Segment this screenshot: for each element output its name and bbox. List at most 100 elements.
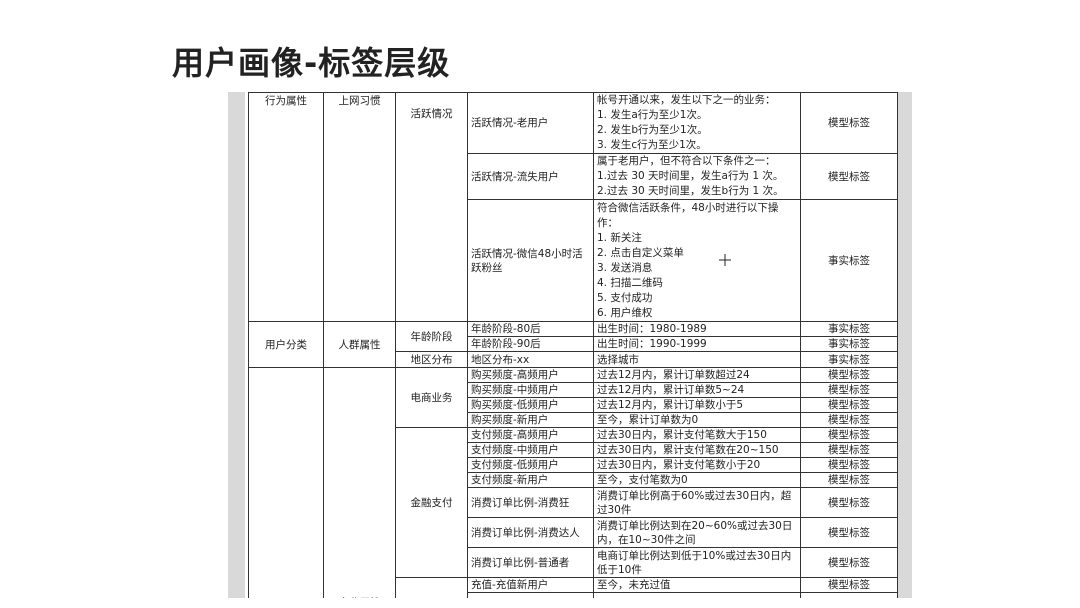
- table-cell: 充值-充值新用户: [467, 577, 594, 593]
- cell-text: 购买频度-低频用户: [471, 399, 559, 411]
- cell-text: 消费订单比例达到在20~60%或过去30日内，在10~30件之间: [597, 519, 793, 546]
- cell-text: 活跃情况-流失用户: [471, 170, 559, 183]
- table-cell: 支付频度-新用户: [467, 472, 594, 488]
- table-cell: 模型标签: [800, 577, 898, 593]
- cell-text: 事实标签: [828, 323, 870, 335]
- table-cell: 年龄阶段: [395, 321, 468, 352]
- table-cell: 模型标签: [800, 442, 898, 458]
- cell-line: 符合微信活跃条件，48小时进行以下操作：: [597, 201, 779, 229]
- cell: [467, 592, 594, 598]
- cell-text: 购买频度-中频用户: [471, 384, 559, 396]
- table-cell: 支付频度-低频用户: [467, 457, 594, 473]
- cell-line: 3. 发生c行为至少1次。: [597, 139, 707, 151]
- cell-text: 年龄阶段: [410, 330, 453, 343]
- cell-line: 1.过去 30 天时间里，发生a行为 1 次。: [597, 170, 784, 182]
- table-cell: 模型标签: [800, 547, 898, 578]
- cell-line: 2.过去 30 天时间里，发生b行为 1 次。: [597, 185, 784, 197]
- cell-text: 出生时间：1980-1989: [597, 323, 707, 335]
- cell-text: 模型标签: [828, 384, 870, 396]
- table-cell: 活跃情况-流失用户: [467, 153, 594, 200]
- table-row: 充值-充值新用户 至今，未充过值 模型标签: [249, 577, 898, 598]
- cell-text: 购买频度-高频用户: [471, 369, 559, 381]
- table-cell: 模型标签: [800, 382, 898, 398]
- table-cell: 过去30日内，累计支付笔数在20~150: [593, 442, 801, 458]
- cell-line: 帐号开通以来，发生以下之一的业务：: [597, 94, 776, 106]
- cell-text: 出生时间：1990-1999: [597, 338, 707, 350]
- cell-text: 用户分类: [265, 338, 307, 351]
- table-cell: 过去12月内，累计订单数超过24: [593, 367, 801, 383]
- cell-text: 消费订单比例-消费狂: [471, 496, 570, 509]
- table-row: 支付频度-新用户 至今，支付笔数为0 模型标签: [249, 472, 898, 488]
- cell-text: 金融支付: [410, 496, 453, 509]
- table-cell: 购买频度-高频用户: [467, 367, 594, 383]
- cell-text: 过去30日内，累计支付笔数在20~150: [597, 444, 779, 456]
- cell-text: 模型标签: [828, 414, 870, 426]
- cell-line: 1. 新关注: [597, 231, 642, 244]
- cell-line: 5. 支付成功: [597, 291, 653, 304]
- table-cell: 支付频度-中频用户: [467, 442, 594, 458]
- cell-text: 模型标签: [828, 526, 870, 539]
- cell-text: 人群属性: [338, 338, 381, 351]
- table-cell: 消费订单比例-消费达人: [467, 517, 594, 548]
- cell-text: 模型标签: [828, 170, 870, 183]
- cell-text: 模型标签: [828, 117, 870, 129]
- cell-text: 充值-充值新用户: [471, 579, 549, 591]
- cell: [593, 592, 801, 598]
- table-cell: 选择城市: [593, 351, 801, 368]
- table-row: 用户分类 人群属性 年龄阶段 年龄阶段-80后 出生时间：1980-1989 事实标签: [248, 321, 898, 368]
- screenshot-frame: 行为属性 上网习惯活跃情况活跃情况-老用户 帐号开通以来，发生以下之一的业务： 1. …: [228, 92, 912, 598]
- table-cell: 上网习惯: [323, 92, 396, 322]
- cell-text: 模型标签: [828, 474, 870, 486]
- table-cell: 活跃情况-老用户: [467, 92, 594, 154]
- table-cell: 消费订单比例达到在20~60%或过去30日内，在10~30件之间: [593, 517, 801, 548]
- table-cell: 购买频度-低频用户: [467, 397, 594, 413]
- cell-text: 活跃情况-老用户: [471, 117, 549, 129]
- cell-text: 商业属性: [339, 597, 381, 598]
- cell-text: 支付频度-低频用户: [471, 459, 559, 471]
- table-cell: 地区分布-xx: [467, 351, 594, 368]
- cell-text: 模型标签: [828, 429, 870, 441]
- cell-text: 年龄阶段-80后: [471, 323, 541, 335]
- cell-text: 上网习惯: [338, 95, 381, 107]
- table-cell: 出生时间：1990-1999: [593, 336, 801, 352]
- cell-text: 地区分布: [410, 353, 453, 366]
- cursor: [719, 254, 731, 266]
- table-cell: 至今，累计订单数为0: [593, 412, 801, 428]
- table-cell: 金融支付: [395, 427, 468, 578]
- table-cell: 过去12月内，累计订单数5~24: [593, 382, 801, 398]
- cell-line: 1. 发生a行为至少1次。: [597, 109, 708, 121]
- table-cell: 模型标签: [800, 487, 898, 518]
- sheet: 行为属性 上网习惯活跃情况活跃情况-老用户 帐号开通以来，发生以下之一的业务： 1. …: [245, 92, 898, 598]
- table-row: 消费订单比例-消费达人 消费订单比例达到在20~60%或过去30日内，在10~30…: [249, 517, 898, 548]
- table-cell: 支付频度-高频用户: [467, 427, 594, 443]
- table-cell: 消费订单比例-普通者: [467, 547, 594, 578]
- table-cell: 事实标签: [800, 336, 898, 352]
- cell-text: 活跃情况-微信48小时活跃粉丝: [471, 247, 583, 274]
- table-row: 支付频度-中频用户 过去30日内，累计支付笔数在20~150 模型标签: [249, 442, 898, 458]
- table-row: 支付频度-低频用户 过去30日内，累计支付笔数小于20 模型标签: [249, 457, 898, 473]
- cell-text: 事实标签: [828, 338, 870, 350]
- cell-text: 过去12月内，累计订单数小于5: [597, 399, 744, 411]
- table-cell: 模型标签: [800, 517, 898, 548]
- table-cell: 模型标签: [800, 153, 898, 200]
- cell-text: 活跃情况: [410, 108, 453, 120]
- table-row: 消费订单比例-普通者 电商订单比例达到低于10%或过去30日内低于10件 模型标签: [249, 547, 898, 578]
- cell-text: 过去12月内，累计订单数超过24: [597, 369, 750, 381]
- cell-line: 4. 扫描二维码: [597, 276, 663, 289]
- cell-text: 过去30日内，累计支付笔数小于20: [597, 459, 761, 471]
- cell-text: 消费订单比例高于60%或过去30日内，超过30件: [597, 489, 792, 516]
- cell-line: 2. 发生b行为至少1次。: [597, 124, 708, 136]
- cell-text: 行为属性: [265, 95, 307, 107]
- cell-text: 支付频度-新用户: [471, 474, 549, 486]
- table-cell: 模型标签: [800, 92, 898, 154]
- table-cell: 事实标签: [800, 199, 898, 322]
- cell-text: 至今，未充过值: [597, 579, 671, 591]
- table-cell: 过去12月内，累计订单数小于5: [593, 397, 801, 413]
- table-row: 活跃情况-流失用户 属于老用户，但不符合以下条件之一： 1.过去 30 天时间里，发…: [249, 153, 898, 200]
- cell-text: 过去30日内，累计支付笔数大于150: [597, 429, 767, 441]
- cell-text: 选择城市: [597, 353, 639, 366]
- cell-text: 电商业务: [410, 391, 453, 404]
- cell-text: 模型标签: [828, 399, 870, 411]
- table-row: [249, 592, 898, 598]
- table-cell: 模型标签: [800, 472, 898, 488]
